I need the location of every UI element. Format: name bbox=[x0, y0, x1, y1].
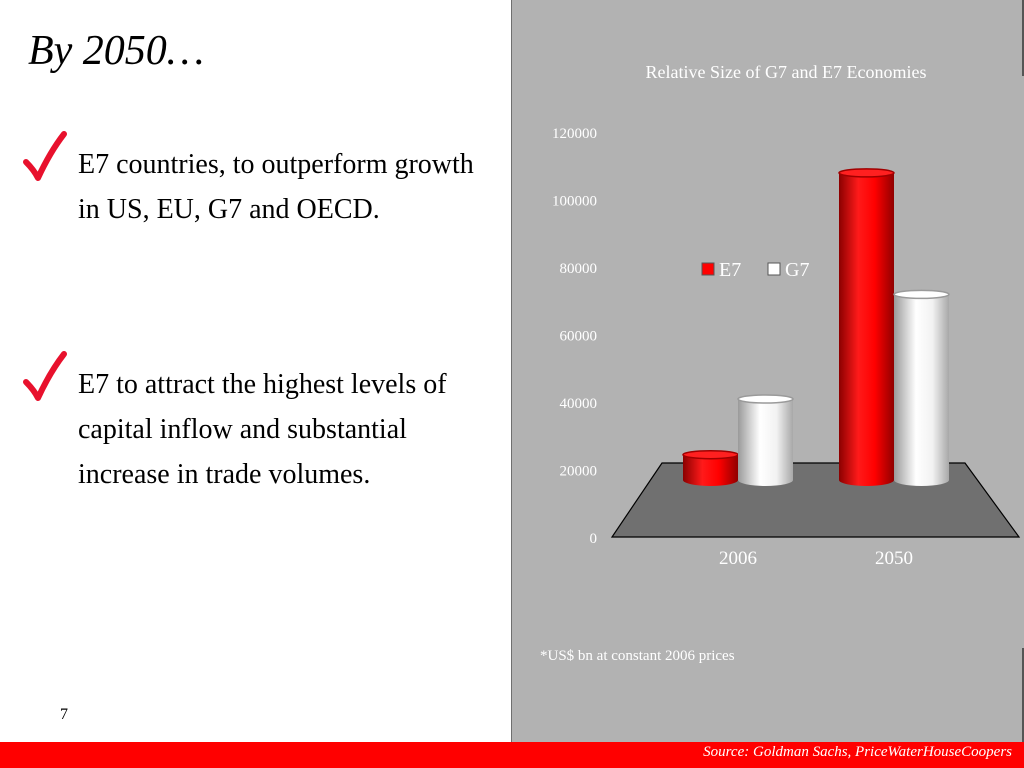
panel-edge-line bbox=[1022, 0, 1024, 76]
chart-legend: E7 G7 bbox=[701, 259, 809, 281]
chart-footnote: *US$ bn at constant 2006 prices bbox=[540, 648, 735, 664]
bullet-text: E7 countries, to outperform growth in US… bbox=[78, 149, 474, 225]
x-tick-label: 2006 bbox=[719, 548, 757, 569]
chart-panel: Relative Size of G7 and E7 Economies 0 200… bbox=[511, 0, 1024, 742]
bar-chart: Relative Size of G7 and E7 Economies 0 200… bbox=[552, 62, 1021, 569]
bar-e7-2006 bbox=[682, 449, 739, 486]
y-tick-label: 100000 bbox=[552, 194, 597, 210]
legend-label: G7 bbox=[785, 259, 809, 281]
bar-e7-2050 bbox=[838, 168, 895, 486]
legend-label: E7 bbox=[719, 259, 741, 281]
bullet-item: E7 countries, to outperform growth in US… bbox=[20, 130, 498, 232]
legend-swatch-g7 bbox=[767, 262, 781, 276]
y-tick-label: 80000 bbox=[560, 261, 598, 277]
footer-source: Source: Goldman Sachs, PriceWaterHouseCo… bbox=[703, 744, 1012, 760]
bar-g7-2050 bbox=[893, 289, 950, 486]
y-tick-label: 0 bbox=[590, 531, 598, 547]
legend-swatch-e7 bbox=[701, 262, 715, 276]
bullet-item: E7 to attract the highest levels of capi… bbox=[20, 350, 498, 497]
footer-bar bbox=[0, 742, 1024, 768]
bullet-text: E7 to attract the highest levels of capi… bbox=[78, 369, 447, 490]
check-icon bbox=[23, 351, 67, 401]
slide-title: By 2050… bbox=[28, 28, 205, 74]
y-tick-label: 40000 bbox=[560, 396, 598, 412]
y-tick-label: 120000 bbox=[552, 126, 597, 142]
x-tick-label: 2050 bbox=[875, 548, 913, 569]
bar-g7-2006 bbox=[737, 394, 794, 486]
panel-edge-line bbox=[1022, 648, 1024, 742]
check-icon bbox=[23, 131, 67, 181]
chart-title: Relative Size of G7 and E7 Economies bbox=[646, 62, 927, 82]
page-number: 7 bbox=[60, 706, 68, 723]
chart-floor bbox=[610, 462, 1021, 538]
y-tick-label: 20000 bbox=[560, 464, 598, 480]
y-tick-label: 60000 bbox=[560, 329, 598, 345]
